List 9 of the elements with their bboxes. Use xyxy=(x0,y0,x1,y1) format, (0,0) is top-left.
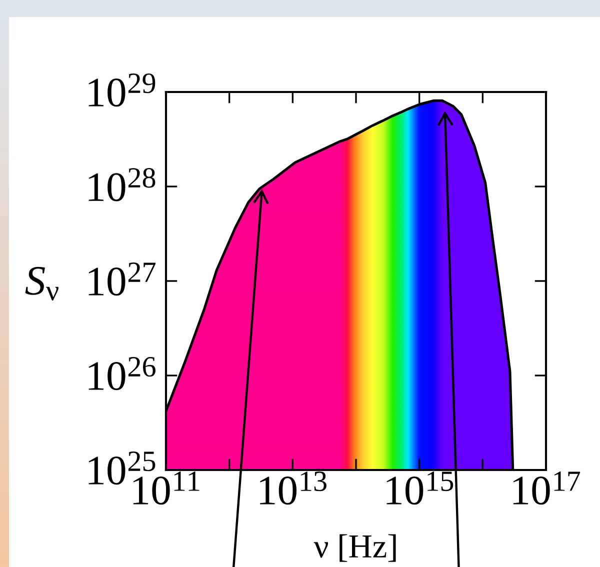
x-tick-label: 10$^{17}$ xyxy=(513,472,580,505)
y-axis-title: S$_{ν}$ xyxy=(25,266,58,300)
y-tick-label: 10$^{29}$ xyxy=(88,74,156,107)
y-tick-label: 10$^{28}$ xyxy=(88,168,156,202)
x-axis-title: ν [Hz] xyxy=(314,534,396,562)
x-tick-label: 10$^{13}$ xyxy=(260,472,326,505)
y-tick-label: 10$^{27}$ xyxy=(88,262,156,296)
x-tick-label: 10$^{15}$ xyxy=(386,472,454,505)
y-tick-label: 10$^{26}$ xyxy=(88,357,156,390)
